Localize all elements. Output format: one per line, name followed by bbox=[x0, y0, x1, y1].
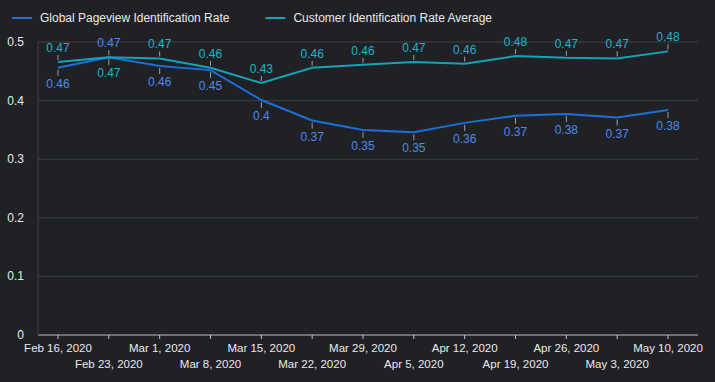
label-leader bbox=[363, 58, 364, 63]
label-leader bbox=[668, 44, 669, 49]
data-label: 0.47 bbox=[97, 66, 121, 80]
y-tick-label: 0.4 bbox=[7, 94, 24, 108]
x-tick-label: Mar 15, 2020 bbox=[227, 342, 295, 354]
label-leader bbox=[261, 102, 262, 108]
x-tick bbox=[210, 335, 211, 339]
label-leader bbox=[261, 76, 262, 81]
data-label: 0.46 bbox=[351, 44, 375, 58]
x-tick-label: Mar 22, 2020 bbox=[278, 358, 346, 370]
legend-swatch bbox=[265, 17, 285, 19]
x-tick bbox=[312, 335, 313, 339]
label-leader bbox=[464, 57, 465, 62]
label-leader bbox=[58, 70, 59, 76]
label-leader bbox=[312, 61, 313, 66]
data-label: 0.47 bbox=[97, 36, 121, 50]
data-label: 0.48 bbox=[656, 30, 680, 44]
x-tick-label: Apr 5, 2020 bbox=[384, 358, 443, 370]
data-label: 0.47 bbox=[402, 41, 426, 55]
data-label: 0.37 bbox=[605, 127, 629, 141]
data-label: 0.47 bbox=[148, 37, 172, 51]
legend-label: Customer Identification Rate Average bbox=[293, 11, 492, 25]
label-leader bbox=[566, 116, 567, 122]
y-tick-label: 0 bbox=[17, 328, 24, 342]
x-tick bbox=[261, 335, 262, 339]
x-tick bbox=[617, 335, 618, 339]
series-line bbox=[58, 57, 668, 132]
x-tick-label: May 3, 2020 bbox=[586, 358, 649, 370]
data-label: 0.48 bbox=[504, 35, 528, 49]
label-leader bbox=[515, 118, 516, 124]
label-leader bbox=[108, 50, 109, 55]
data-label: 0.45 bbox=[199, 79, 223, 93]
x-tick bbox=[108, 335, 109, 339]
y-tick-label: 0.5 bbox=[7, 35, 24, 49]
data-label: 0.37 bbox=[504, 125, 528, 139]
plot-area bbox=[58, 51, 668, 132]
grid-line bbox=[38, 276, 698, 277]
x-tick bbox=[363, 335, 364, 339]
x-tick-label: Apr 12, 2020 bbox=[432, 342, 498, 354]
data-label: 0.46 bbox=[453, 43, 477, 57]
x-tick bbox=[515, 335, 516, 339]
data-label: 0.47 bbox=[46, 41, 70, 55]
data-label: 0.4 bbox=[253, 109, 270, 123]
label-leader bbox=[515, 49, 516, 54]
legend-swatch bbox=[12, 17, 32, 19]
label-leader bbox=[108, 59, 109, 65]
data-label: 0.46 bbox=[199, 47, 223, 61]
data-label: 0.47 bbox=[605, 37, 629, 51]
x-tick bbox=[464, 335, 465, 339]
x-tick bbox=[413, 335, 414, 339]
grid-line bbox=[38, 159, 698, 160]
data-label: 0.35 bbox=[402, 141, 426, 155]
x-tick-label: Mar 8, 2020 bbox=[180, 358, 241, 370]
label-leader bbox=[413, 55, 414, 60]
label-leader bbox=[312, 123, 313, 129]
x-tick bbox=[159, 335, 160, 339]
grid-line bbox=[38, 217, 698, 218]
y-tick-label: 0.1 bbox=[7, 269, 24, 283]
label-leader bbox=[210, 61, 211, 66]
x-tick-label: Feb 16, 2020 bbox=[24, 342, 92, 354]
label-leader bbox=[617, 120, 618, 126]
label-leader bbox=[363, 132, 364, 138]
y-tick-label: 0.3 bbox=[7, 152, 24, 166]
label-leader bbox=[159, 51, 160, 56]
label-leader bbox=[617, 51, 618, 56]
x-tick-label: Apr 26, 2020 bbox=[533, 342, 599, 354]
data-label: 0.38 bbox=[555, 123, 579, 137]
legend-label: Global Pageview Identification Rate bbox=[40, 11, 230, 25]
grid-line bbox=[38, 100, 698, 101]
axis-line bbox=[38, 42, 39, 335]
x-tick bbox=[668, 335, 669, 339]
data-label: 0.43 bbox=[250, 62, 274, 76]
y-tick-label: 0.2 bbox=[7, 211, 24, 225]
label-leader bbox=[464, 125, 465, 131]
x-tick bbox=[566, 335, 567, 339]
grid-line bbox=[38, 335, 698, 336]
label-leader bbox=[58, 55, 59, 60]
data-label: 0.35 bbox=[351, 139, 375, 153]
data-label: 0.47 bbox=[555, 37, 579, 51]
background bbox=[0, 0, 715, 382]
data-label: 0.38 bbox=[656, 119, 680, 133]
x-tick-label: Mar 29, 2020 bbox=[329, 342, 397, 354]
label-leader bbox=[413, 134, 414, 140]
data-label: 0.37 bbox=[300, 130, 324, 144]
data-label: 0.36 bbox=[453, 132, 477, 146]
x-tick-label: Feb 23, 2020 bbox=[75, 358, 143, 370]
x-tick-label: Mar 1, 2020 bbox=[129, 342, 190, 354]
label-leader bbox=[668, 112, 669, 118]
x-tick bbox=[58, 335, 59, 339]
label-leader bbox=[566, 51, 567, 56]
data-label: 0.46 bbox=[148, 75, 172, 89]
data-label: 0.46 bbox=[46, 77, 70, 91]
label-leader bbox=[159, 68, 160, 74]
x-tick-label: Apr 19, 2020 bbox=[483, 358, 549, 370]
chart: 0 0.1 0.2 0.3 0.4 0.5 Feb 16, 2020 Feb 23, 2020… bbox=[0, 0, 715, 382]
grid-line bbox=[38, 42, 698, 43]
label-leader bbox=[210, 72, 211, 78]
data-label: 0.46 bbox=[300, 47, 324, 61]
x-tick-label: May 10, 2020 bbox=[633, 342, 703, 354]
